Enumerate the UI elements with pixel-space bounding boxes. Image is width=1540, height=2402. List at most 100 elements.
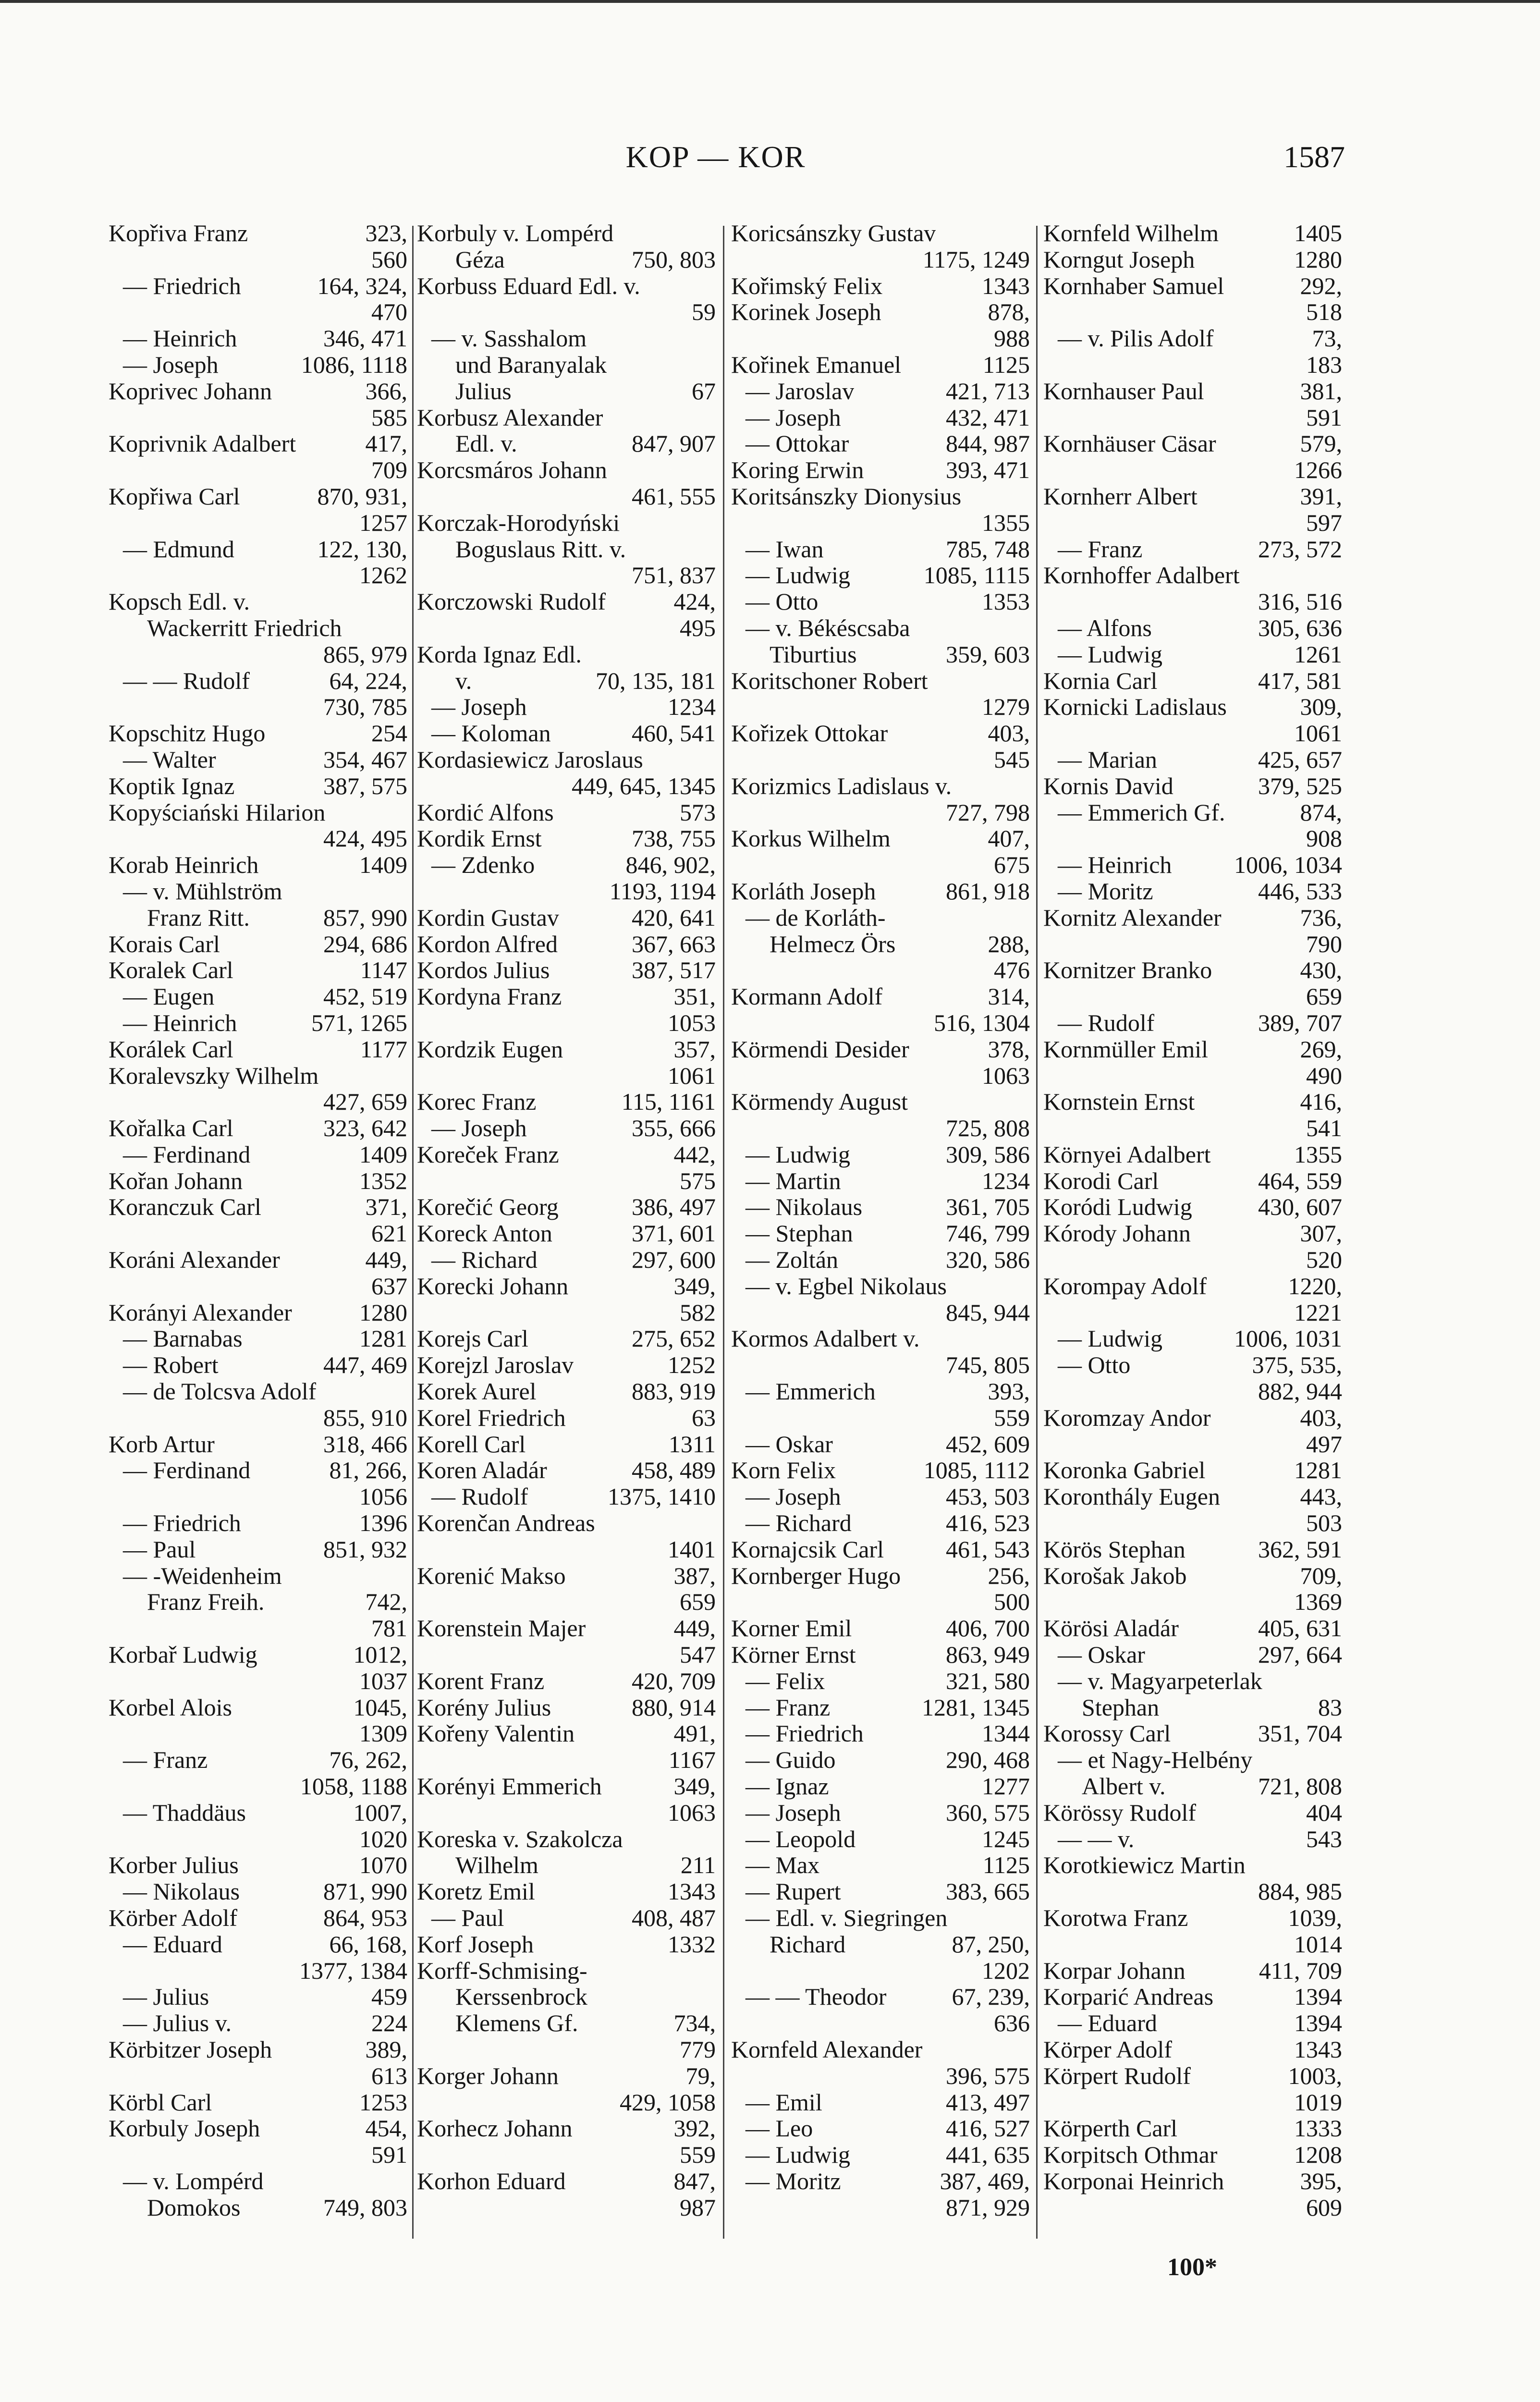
entry-pages: 361, 705 [946,1193,1030,1221]
index-entry: 621 [109,1220,407,1247]
index-entry: und Baranyalak [417,352,716,378]
entry-name: Koprivec Johann [109,378,272,404]
entry-pages: 275, 652 [632,1325,716,1352]
column-divider [723,226,724,2239]
index-entry: — Otto 375, 535, [1043,1352,1342,1378]
index-entry: Kořizek Ottokar 403, [731,720,1030,747]
index-entry: Koprivec Johann 366, [109,378,407,404]
entry-pages: 452, 519 [323,983,407,1010]
entry-name: Koretz Emil [417,1878,535,1905]
entry-pages: 882, 944 [1258,1378,1342,1405]
entry-pages: 79, [685,2062,716,2089]
entry-pages: 857, 990 [323,904,407,931]
entry-pages: 884, 985 [1258,1878,1342,1905]
index-entry: Kořeny Valentin 491, [417,1720,716,1747]
entry-pages [1338,1852,1342,1878]
entry-name: Korotkiewicz Martin [1043,1852,1246,1879]
entry-name: — Heinrich [123,325,237,352]
index-entry: 1377, 1384 [109,1957,407,1984]
index-entry: — Joseph 432, 471 [731,404,1030,431]
entry-name: Kornis David [1043,772,1173,799]
index-entry: Koralevszky Wilhelm [109,1063,407,1089]
entry-name: Edl. v. [455,430,517,457]
entry-name: Kornfeld Wilhelm [1043,220,1219,246]
entry-pages [712,536,716,563]
index-entry: — Zoltán 320, 586 [731,1247,1030,1273]
index-entry: 1061 [417,1062,716,1089]
entry-name: Kořimský Felix [731,272,883,299]
entry-name: Wilhelm [455,1852,538,1879]
index-entry: — Joseph 1234 [417,694,716,720]
index-entry: — Stephan 746, 799 [731,1220,1030,1247]
index-entry: Korec Franz 115, 1161 [417,1089,716,1115]
index-entry: Korányi Alexander 1280 [109,1299,407,1326]
entry-pages: 64, 224, [329,667,408,694]
index-entry: Korcsmáros Johann [417,457,716,483]
entry-pages: 307, [1300,1220,1343,1247]
index-entry: — Rudolf 1375, 1410 [417,1483,716,1510]
index-entry: — v. Egbel Nikolaus [731,1273,1030,1299]
entry-name: Kornia Carl [1043,667,1158,694]
entry-pages: 579, [1300,430,1343,457]
entry-pages: 461, 543 [946,1535,1030,1563]
index-entry: 500 [731,1589,1030,1615]
entry-name: — Oskar [746,1431,833,1458]
index-entry: Franz Freih. 742, [109,1589,407,1615]
entry-name: — Jaroslav [746,378,855,404]
index-entry: 545 [731,747,1030,773]
index-entry: 675 [731,852,1030,878]
index-entry: 1053 [417,1010,716,1036]
index-entry: — — v. 543 [1043,1826,1342,1852]
index-entry: Koreck Anton 371, 601 [417,1220,716,1247]
entry-name: Korejs Carl [417,1325,528,1352]
entry-pages: 846, 902, [625,851,716,879]
entry-pages: 1061 [668,1062,716,1089]
entry-pages: 449, [673,1615,716,1642]
entry-name: Korczowski Rudolf [417,588,606,615]
entry-name: Koptik Ignaz [109,772,235,799]
index-entry: — Edmund 122, 130, [109,536,407,563]
entry-name: Kordyna Franz [417,983,562,1010]
index-entry: 1262 [109,562,407,588]
entry-name: Korejzl Jaroslav [417,1352,574,1379]
index-entry: 597 [1043,509,1342,536]
index-entry: 871, 929 [731,2194,1030,2221]
entry-name: Kormann Adolf [731,983,883,1010]
index-entry: Koromzay Andor 403, [1043,1405,1342,1431]
entry-pages: 73, [1312,325,1343,352]
entry-name: Kornberger Hugo [731,1562,901,1589]
index-entry: Kopyściański Hilarion [109,799,407,826]
entry-pages: 709 [371,456,407,484]
index-entry: Kornhaber Samuel 292, [1043,272,1342,299]
entry-pages: 1262 [359,562,407,589]
entry-pages: 745, 805 [946,1351,1030,1379]
index-entry: — Alfons 305, 636 [1043,615,1342,641]
index-entry: Korda Ignaz Edl. [417,641,716,668]
entry-pages: 393, 471 [946,456,1030,484]
entry-pages: 425, 657 [1258,746,1342,773]
entry-pages [403,615,407,641]
index-entry: 582 [417,1299,716,1326]
entry-name: — Zoltán [746,1247,839,1273]
index-entry: — Franz 273, 572 [1043,536,1342,563]
index-entry: Korinek Joseph 878, [731,299,1030,325]
entry-pages: 63 [692,1404,716,1431]
index-entry: — Richard 416, 523 [731,1510,1030,1536]
index-entry: 882, 944 [1043,1378,1342,1405]
index-entry: Albert v. 721, 808 [1043,1773,1342,1800]
entry-pages [712,1958,716,1984]
entry-name: Körbl Carl [109,2089,212,2116]
entry-pages: 349, [673,1272,716,1299]
entry-name: Korbař Ludwig [109,1642,257,1668]
index-entry: 790 [1043,931,1342,957]
entry-pages: 1020 [359,1825,407,1852]
index-entry: — Friedrich 1344 [731,1720,1030,1747]
entry-pages: 430, 607 [1258,1193,1342,1221]
index-entry: Körös Stephan 362, 591 [1043,1536,1342,1563]
entry-pages: 164, 324, [317,272,408,299]
entry-name: — Heinrich [1058,852,1172,878]
entry-pages: 359, 603 [946,640,1030,668]
index-entry: Körmendy August [731,1089,1030,1115]
index-entry: Korodi Carl 464, 559 [1043,1167,1342,1194]
index-entry: Korhon Eduard 847, [417,2168,716,2194]
